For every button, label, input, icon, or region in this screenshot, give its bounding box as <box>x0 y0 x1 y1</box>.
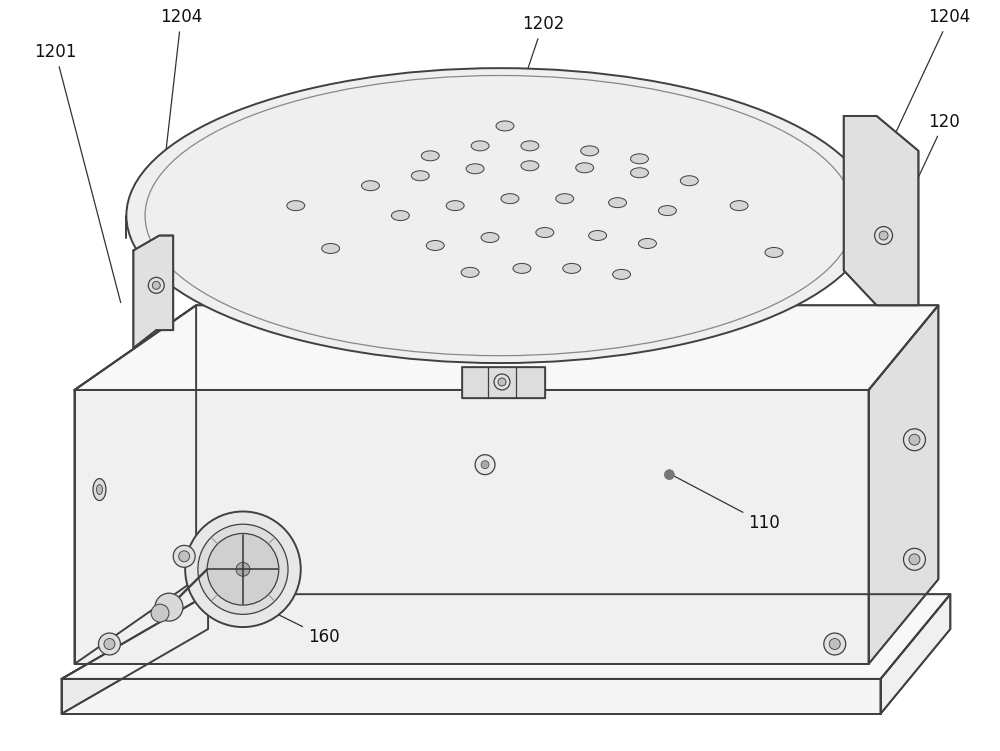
Polygon shape <box>462 367 545 398</box>
Ellipse shape <box>466 164 484 173</box>
Circle shape <box>481 460 489 469</box>
Ellipse shape <box>421 151 439 161</box>
Ellipse shape <box>513 264 531 273</box>
Ellipse shape <box>680 176 698 185</box>
Circle shape <box>498 378 506 386</box>
Ellipse shape <box>658 206 676 216</box>
Ellipse shape <box>589 231 607 240</box>
Ellipse shape <box>556 194 574 204</box>
Ellipse shape <box>631 167 648 178</box>
Circle shape <box>104 638 115 650</box>
Text: 1204: 1204 <box>877 8 971 173</box>
Polygon shape <box>75 305 938 390</box>
Circle shape <box>904 429 925 451</box>
Polygon shape <box>75 305 196 664</box>
Text: 1201: 1201 <box>34 44 121 303</box>
Ellipse shape <box>391 210 409 221</box>
Circle shape <box>904 548 925 570</box>
Ellipse shape <box>638 239 656 249</box>
Polygon shape <box>62 594 208 713</box>
Circle shape <box>173 545 195 567</box>
Text: 110: 110 <box>674 476 780 532</box>
Circle shape <box>207 533 279 605</box>
Circle shape <box>875 227 893 245</box>
Ellipse shape <box>613 270 631 279</box>
Ellipse shape <box>126 68 874 363</box>
Text: 120: 120 <box>877 113 960 266</box>
Polygon shape <box>62 594 950 679</box>
Circle shape <box>179 550 190 562</box>
Circle shape <box>236 562 250 576</box>
Polygon shape <box>133 236 173 348</box>
Text: 1204: 1204 <box>155 8 202 251</box>
Ellipse shape <box>362 181 379 191</box>
Circle shape <box>151 604 169 622</box>
Circle shape <box>98 633 120 655</box>
Circle shape <box>148 277 164 294</box>
Polygon shape <box>869 305 938 664</box>
Ellipse shape <box>96 484 102 495</box>
Circle shape <box>475 454 495 475</box>
Ellipse shape <box>576 163 594 173</box>
Polygon shape <box>881 594 950 713</box>
Ellipse shape <box>322 243 340 253</box>
Ellipse shape <box>730 201 748 210</box>
Circle shape <box>185 511 301 627</box>
Ellipse shape <box>471 141 489 151</box>
Circle shape <box>664 469 674 480</box>
Ellipse shape <box>411 170 429 181</box>
Ellipse shape <box>496 121 514 131</box>
Circle shape <box>155 593 183 621</box>
Circle shape <box>909 553 920 565</box>
Ellipse shape <box>631 154 648 164</box>
Ellipse shape <box>426 240 444 251</box>
Ellipse shape <box>461 267 479 277</box>
Ellipse shape <box>563 264 581 273</box>
Ellipse shape <box>521 161 539 170</box>
Polygon shape <box>62 679 881 713</box>
Ellipse shape <box>93 478 106 500</box>
Circle shape <box>152 282 160 289</box>
Ellipse shape <box>609 198 627 207</box>
Ellipse shape <box>446 201 464 210</box>
Text: 160: 160 <box>245 599 339 646</box>
Ellipse shape <box>536 228 554 237</box>
Circle shape <box>494 374 510 390</box>
Circle shape <box>829 638 840 650</box>
Circle shape <box>198 524 288 614</box>
Text: 1202: 1202 <box>496 15 564 163</box>
Ellipse shape <box>581 146 599 155</box>
Ellipse shape <box>521 141 539 151</box>
Ellipse shape <box>501 194 519 204</box>
Polygon shape <box>75 390 869 664</box>
Circle shape <box>824 633 846 655</box>
Polygon shape <box>844 116 918 305</box>
Circle shape <box>879 231 888 240</box>
Ellipse shape <box>765 248 783 258</box>
Ellipse shape <box>481 233 499 243</box>
Ellipse shape <box>287 201 305 210</box>
Circle shape <box>909 434 920 445</box>
